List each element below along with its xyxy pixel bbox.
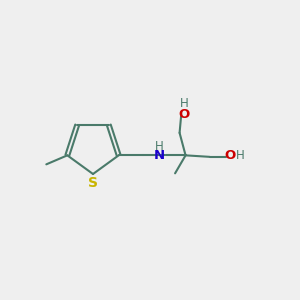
Text: S: S — [88, 176, 98, 190]
Text: H: H — [180, 97, 188, 110]
Text: O: O — [178, 108, 190, 121]
Text: N: N — [154, 149, 165, 162]
Text: H: H — [155, 140, 164, 153]
Text: O: O — [224, 149, 235, 162]
Text: H: H — [236, 149, 245, 162]
